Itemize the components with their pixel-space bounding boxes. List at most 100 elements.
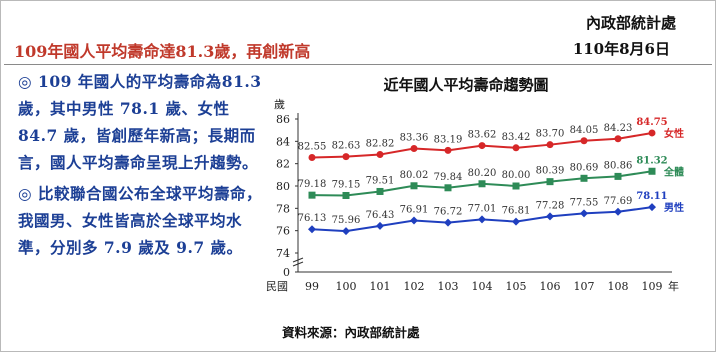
- data-label: 82.55: [298, 142, 327, 153]
- bullet-text: 109 年國人的平均壽命為81.3 歲，其中男性 78.1 歲、女性 84.7 …: [18, 72, 262, 172]
- data-point: [614, 135, 622, 143]
- data-label: 76.72: [434, 207, 463, 218]
- data-point: [580, 209, 588, 218]
- y-tick-label: 86: [276, 113, 290, 126]
- data-point: [478, 180, 486, 188]
- data-label: 76.13: [298, 213, 327, 224]
- data-label: 77.28: [536, 200, 565, 211]
- data-label: 83.62: [468, 130, 497, 141]
- x-tick-label: 99: [305, 280, 319, 293]
- x-tick-label: 101: [370, 280, 391, 293]
- data-point: [580, 137, 588, 145]
- data-point: [342, 153, 350, 161]
- data-label: 78.11: [636, 191, 667, 202]
- data-label: 84.75: [636, 117, 667, 128]
- data-point: [478, 215, 486, 224]
- data-label: 80.39: [536, 166, 565, 177]
- chart-title: 近年國人平均壽命趨勢圖: [383, 76, 549, 94]
- bullet-item: ◎ 109 年國人的平均壽命為81.3 歲，其中男性 78.1 歲、女性 84.7…: [18, 68, 266, 176]
- axis-break-mark: [292, 261, 304, 267]
- data-point: [444, 146, 452, 154]
- data-label: 77.01: [468, 203, 497, 214]
- y-tick-label: 0: [283, 266, 290, 279]
- headline: 109年國人平均壽命達81.3歲，再創新高: [14, 42, 311, 61]
- x-tick-label: 104: [472, 280, 493, 293]
- x-tick-label: 107: [574, 280, 595, 293]
- x-axis-prefix: 民國: [266, 280, 288, 293]
- data-label: 81.32: [636, 155, 667, 166]
- data-point: [614, 172, 622, 180]
- x-tick-label: 106: [540, 280, 561, 293]
- data-point: [648, 167, 656, 175]
- data-label: 83.70: [536, 129, 565, 140]
- data-label: 76.91: [400, 205, 429, 216]
- y-tick-label: 82: [276, 158, 290, 171]
- data-label: 75.96: [332, 215, 361, 226]
- data-point: [342, 227, 350, 236]
- bullet-text: 比較聯合國公布全球平均壽命，我國男、女性皆高於全球平均水準，分別多 7.9 歲及…: [18, 184, 263, 257]
- data-label: 79.15: [332, 179, 361, 190]
- data-label: 80.86: [604, 160, 633, 171]
- x-axis-suffix: 年: [668, 279, 679, 293]
- data-point: [410, 144, 418, 152]
- data-point: [308, 154, 316, 162]
- data-point: [376, 221, 384, 230]
- data-label: 77.55: [570, 197, 599, 208]
- release-date: 110年8月6日: [572, 40, 670, 58]
- data-point: [444, 218, 452, 227]
- y-tick-label: 76: [276, 225, 290, 238]
- bullet-mark-icon: ◎: [18, 72, 33, 91]
- data-label: 83.42: [502, 132, 531, 143]
- data-label: 80.02: [400, 170, 429, 181]
- bullet-list: ◎ 109 年國人的平均壽命為81.3 歲，其中男性 78.1 歲、女性 84.7…: [18, 68, 266, 265]
- y-axis-label: 歲: [274, 97, 285, 111]
- data-point: [376, 187, 384, 195]
- data-point: [342, 191, 350, 199]
- data-point: [410, 216, 418, 225]
- data-label: 83.36: [400, 132, 429, 143]
- data-label: 76.81: [502, 206, 531, 217]
- data-point: [580, 174, 588, 182]
- y-tick-label: 78: [276, 202, 290, 215]
- data-point: [478, 142, 486, 150]
- data-point: [444, 184, 452, 192]
- data-label: 84.05: [570, 125, 599, 136]
- data-label: 82.82: [366, 139, 395, 150]
- x-tick-label: 108: [608, 280, 629, 293]
- data-label: 82.63: [332, 141, 361, 152]
- x-tick-label: 105: [506, 280, 527, 293]
- bullet-item: ◎ 比較聯合國公布全球平均壽命，我國男、女性皆高於全球平均水準，分別多 7.9 歲…: [18, 180, 266, 261]
- data-label: 83.19: [434, 134, 463, 145]
- data-point: [308, 191, 316, 199]
- data-point: [546, 212, 554, 221]
- data-label: 79.84: [434, 172, 463, 183]
- data-point: [308, 225, 316, 234]
- data-label: 80.00: [502, 170, 531, 181]
- data-label: 80.69: [570, 162, 599, 173]
- x-tick-label: 109: [642, 280, 663, 293]
- data-point: [512, 144, 520, 152]
- data-label: 79.51: [366, 175, 395, 186]
- data-label: 84.23: [604, 123, 633, 134]
- data-point: [512, 217, 520, 226]
- life-expectancy-chart: 歲 0 74 76 78 80 82 84 86 民國 99 100 101 102 103 104 105 10…: [266, 97, 684, 293]
- series-name-label: 全體: [663, 165, 684, 178]
- data-point: [648, 129, 656, 137]
- data-point: [648, 203, 656, 212]
- x-tick-label: 102: [404, 280, 425, 293]
- data-point: [512, 182, 520, 190]
- y-tick-label: 80: [276, 180, 290, 193]
- data-label: 76.43: [366, 210, 395, 221]
- data-point: [410, 182, 418, 190]
- data-label: 79.18: [298, 179, 327, 190]
- x-tick-label: 103: [438, 280, 459, 293]
- header-divider: [4, 64, 712, 65]
- agency-name: 內政部統計處: [585, 14, 676, 32]
- series-name-label: 男性: [664, 201, 684, 214]
- y-tick-label: 74: [276, 247, 290, 260]
- data-point: [376, 151, 384, 159]
- y-tick-label: 84: [276, 135, 290, 148]
- bullet-mark-icon: ◎: [18, 184, 33, 203]
- data-source: 資料來源：內政部統計處: [282, 325, 420, 340]
- data-label: 77.69: [604, 196, 633, 207]
